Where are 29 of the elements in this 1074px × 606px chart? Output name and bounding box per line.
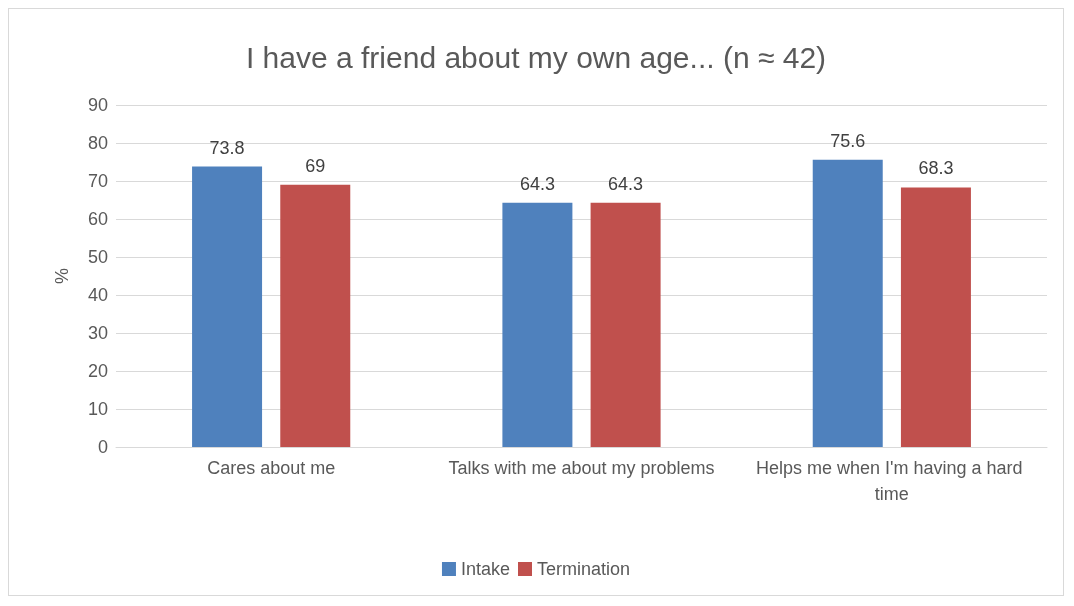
data-label: 69 xyxy=(305,155,326,176)
bar xyxy=(192,166,263,447)
chart-title: I have a friend about my own age... (n ≈ 42) xyxy=(245,40,827,74)
data-label: 64.3 xyxy=(519,173,555,194)
x-tick-label: Cares about me xyxy=(207,458,336,478)
y-tick-label: 50 xyxy=(87,247,108,267)
data-label: 75.6 xyxy=(830,130,866,151)
data-label: 73.8 xyxy=(209,137,245,158)
y-tick-label: 60 xyxy=(87,209,108,229)
legend-label: Termination xyxy=(537,559,631,579)
y-tick-label: 10 xyxy=(87,399,108,419)
data-label: 68.3 xyxy=(918,158,954,179)
x-tick-label: Helps me when I'm having a hard time xyxy=(756,458,1028,504)
y-tick-label: 30 xyxy=(87,323,108,343)
bar xyxy=(812,159,883,447)
bar xyxy=(590,202,661,447)
y-tick-label: 90 xyxy=(87,95,108,115)
bar xyxy=(900,187,971,447)
legend-label: Intake xyxy=(460,559,511,579)
bar xyxy=(280,184,351,447)
y-tick-label: 40 xyxy=(87,285,108,305)
bar xyxy=(502,202,573,447)
data-label: 64.3 xyxy=(608,173,644,194)
y-tick-label: 20 xyxy=(87,361,108,381)
y-tick-label: 70 xyxy=(87,171,108,191)
y-tick-label: 80 xyxy=(87,133,108,153)
x-tick-label: Talks with me about my problems xyxy=(448,458,715,478)
y-tick-label: 0 xyxy=(97,437,108,457)
y-axis-title: % xyxy=(52,267,72,285)
